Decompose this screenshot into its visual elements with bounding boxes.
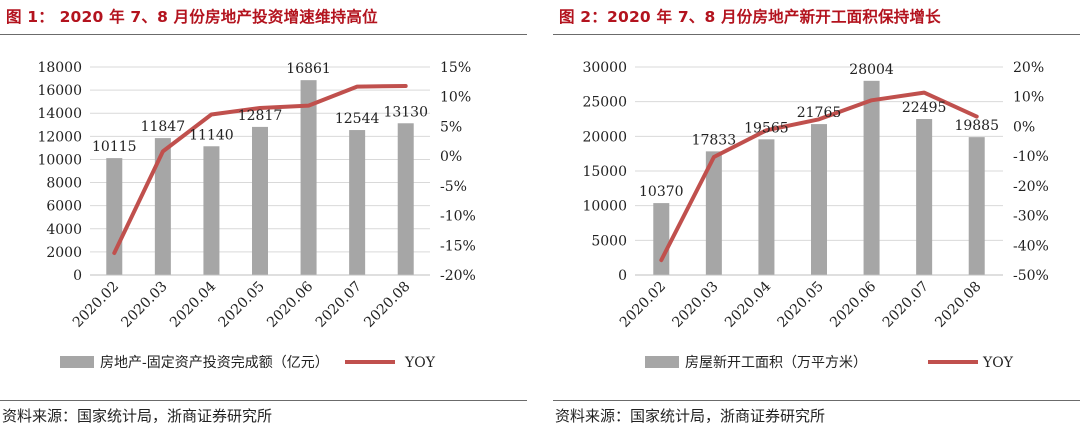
x-tick-label: 2020.06 xyxy=(264,278,316,330)
y-left-tick-label: 6000 xyxy=(46,199,82,215)
y-left-tick-label: 0 xyxy=(618,268,627,284)
bar-value-label: 12544 xyxy=(335,111,380,127)
bar xyxy=(916,119,933,275)
source-divider xyxy=(0,400,527,401)
y-right-tick-label: -40% xyxy=(1013,238,1049,254)
y-left-tick-label: 18000 xyxy=(37,60,82,76)
x-tick-label: 2020.05 xyxy=(216,279,268,331)
legend-label-bar: 房屋新开工面积（万平方米） xyxy=(685,355,867,371)
y-right-tick-label: -30% xyxy=(1013,209,1049,225)
y-left-tick-label: 8000 xyxy=(46,176,82,192)
bar xyxy=(154,138,171,275)
bar-value-label: 10370 xyxy=(639,184,684,200)
bar xyxy=(758,139,775,275)
legend-label-line: YOY xyxy=(404,355,436,371)
y-right-tick-label: -15% xyxy=(440,238,476,254)
bar-value-label: 12817 xyxy=(238,108,283,124)
bar xyxy=(106,158,123,275)
y-right-tick-label: 10% xyxy=(1013,90,1044,106)
bar xyxy=(300,80,317,275)
y-left-tick-label: 2000 xyxy=(46,245,82,261)
title-divider xyxy=(553,34,1080,35)
chart-panel-investment: 图 1： 2020 年 7、8 月份房地产投资增速维持高位 0 2000 4000 6… xyxy=(0,0,527,434)
bar xyxy=(968,137,985,275)
y-left-tick-label: 10000 xyxy=(582,199,627,215)
x-tick-label: 2020.03 xyxy=(669,279,721,331)
y-right-tick-label: 15% xyxy=(440,60,471,76)
legend-swatch-bar xyxy=(645,356,679,368)
y-left-tick-label: 20000 xyxy=(582,129,627,145)
y-left-tick-label: 16000 xyxy=(37,83,82,99)
x-tick-label: 2020.08 xyxy=(361,279,413,331)
x-tick-label: 2020.02 xyxy=(617,279,669,331)
chart-panel-new-starts: 图 2：2020 年 7、8 月份房地产新开工面积保持增长 0 5000 10000… xyxy=(553,0,1080,434)
legend-label-line: YOY xyxy=(982,355,1014,371)
legend-label-bar: 房地产-固定资产投资完成额（亿元） xyxy=(100,355,329,371)
bar-value-label: 28004 xyxy=(849,62,894,78)
y-right-tick-label: 0% xyxy=(440,149,462,165)
y-left-tick-label: 30000 xyxy=(582,60,627,76)
bar-value-label: 22495 xyxy=(902,100,947,116)
chart-title: 图 1： 2020 年 7、8 月份房地产投资增速维持高位 xyxy=(6,8,378,26)
y-right-tick-label: -50% xyxy=(1013,268,1049,284)
y-left-tick-label: 10000 xyxy=(37,152,82,168)
y-right-tick-label: -20% xyxy=(440,268,476,284)
bar-value-label: 19565 xyxy=(744,120,789,136)
y-right-tick-label: -5% xyxy=(440,179,467,195)
y-right-tick-label: 0% xyxy=(1013,119,1035,135)
y-left-tick-label: 5000 xyxy=(591,233,627,249)
x-tick-label: 2020.08 xyxy=(932,279,984,331)
bar-value-label: 17833 xyxy=(692,132,737,148)
bar xyxy=(653,203,670,275)
y-left-tick-label: 12000 xyxy=(37,129,82,145)
bar xyxy=(349,130,366,275)
bar xyxy=(252,126,268,275)
y-left-tick-label: 0 xyxy=(73,268,82,284)
bar-value-label: 19885 xyxy=(954,118,999,134)
x-tick-label: 2020.04 xyxy=(167,278,219,330)
bar-value-label: 21765 xyxy=(797,105,842,121)
chart-title: 图 2：2020 年 7、8 月份房地产新开工面积保持增长 xyxy=(559,8,941,26)
title-divider xyxy=(0,34,527,35)
x-tick-label: 2020.04 xyxy=(722,278,774,330)
bar-value-label: 13130 xyxy=(383,104,428,120)
bar-value-label: 11140 xyxy=(189,127,234,143)
source-note: 资料来源：国家统计局，浙商证券研究所 xyxy=(555,407,826,425)
bar xyxy=(203,146,220,275)
y-right-tick-label: 5% xyxy=(440,119,462,135)
x-tick-label: 2020.07 xyxy=(313,279,365,331)
y-right-tick-label: -20% xyxy=(1013,179,1049,195)
new-starts-chart: 0 5000 10000 15000 20000 25000 30000 -50% -40% -3… xyxy=(582,60,1049,371)
bar-value-label: 16861 xyxy=(286,61,331,77)
y-left-tick-label: 4000 xyxy=(46,222,82,238)
source-divider xyxy=(553,400,1080,401)
y-left-tick-label: 25000 xyxy=(582,95,627,111)
y-right-tick-label: 20% xyxy=(1013,60,1044,76)
source-note: 资料来源：国家统计局，浙商证券研究所 xyxy=(2,407,273,425)
x-tick-label: 2020.05 xyxy=(775,279,827,331)
bar xyxy=(397,123,414,275)
y-left-tick-label: 15000 xyxy=(582,164,627,180)
yoy-line xyxy=(112,84,408,255)
x-tick-label: 2020.07 xyxy=(880,279,932,331)
y-right-tick-label: 10% xyxy=(440,90,471,106)
bar xyxy=(705,151,722,275)
y-left-tick-label: 14000 xyxy=(37,106,82,122)
yoy-line xyxy=(659,90,979,263)
x-tick-label: 2020.03 xyxy=(118,279,170,331)
legend-swatch-bar xyxy=(60,356,94,368)
bar xyxy=(863,80,880,275)
bar-value-label: 10115 xyxy=(92,139,137,155)
y-right-tick-label: -10% xyxy=(440,209,476,225)
x-tick-label: 2020.02 xyxy=(70,279,122,331)
y-right-tick-label: -10% xyxy=(1013,149,1049,165)
investment-chart: 0 2000 4000 6000 8000 10000 12000 14000 16000 180… xyxy=(37,60,476,371)
bar xyxy=(811,124,827,275)
x-tick-label: 2020.06 xyxy=(827,278,879,330)
bar-value-label: 11847 xyxy=(141,119,186,135)
